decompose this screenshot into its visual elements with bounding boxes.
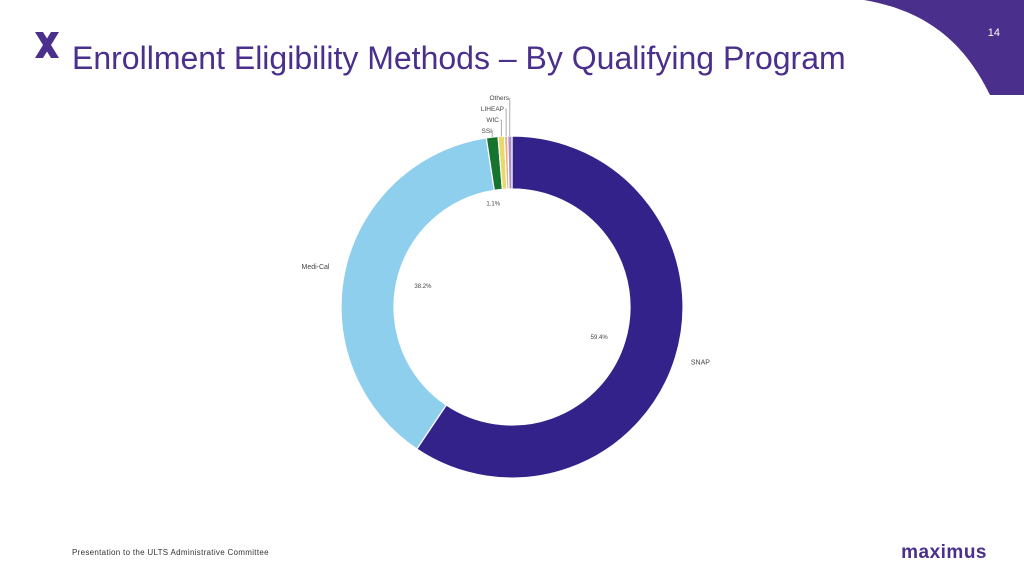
label-snap: SNAP [691,359,710,366]
slice-medi-cal [340,137,495,450]
page-number: 14 [987,27,1000,39]
leader-line-wic [500,119,502,137]
corner-decoration [864,0,1024,95]
value-label-ssi: 1.1% [486,202,500,208]
label-others: Others [489,95,509,102]
label-ssi: SSI [482,128,493,135]
footer-text: Presentation to the ULTS Administrative … [72,548,269,557]
x-logo-icon [35,32,59,58]
slice-snap [415,135,684,479]
value-label-snap: 59.4% [591,335,609,341]
label-medi-cal: Medi-Cal [301,264,329,271]
brand-logo: maximus [901,542,987,563]
leader-line-liheap [505,108,507,137]
label-wic: WIC [486,117,499,124]
slice-others [507,135,513,190]
slide-title: Enrollment Eligibility Methods – By Qual… [72,40,846,76]
leader-line-ssi [491,130,493,138]
label-liheap: LIHEAP [481,106,504,113]
value-label-medi-cal: 38.2% [414,284,432,290]
